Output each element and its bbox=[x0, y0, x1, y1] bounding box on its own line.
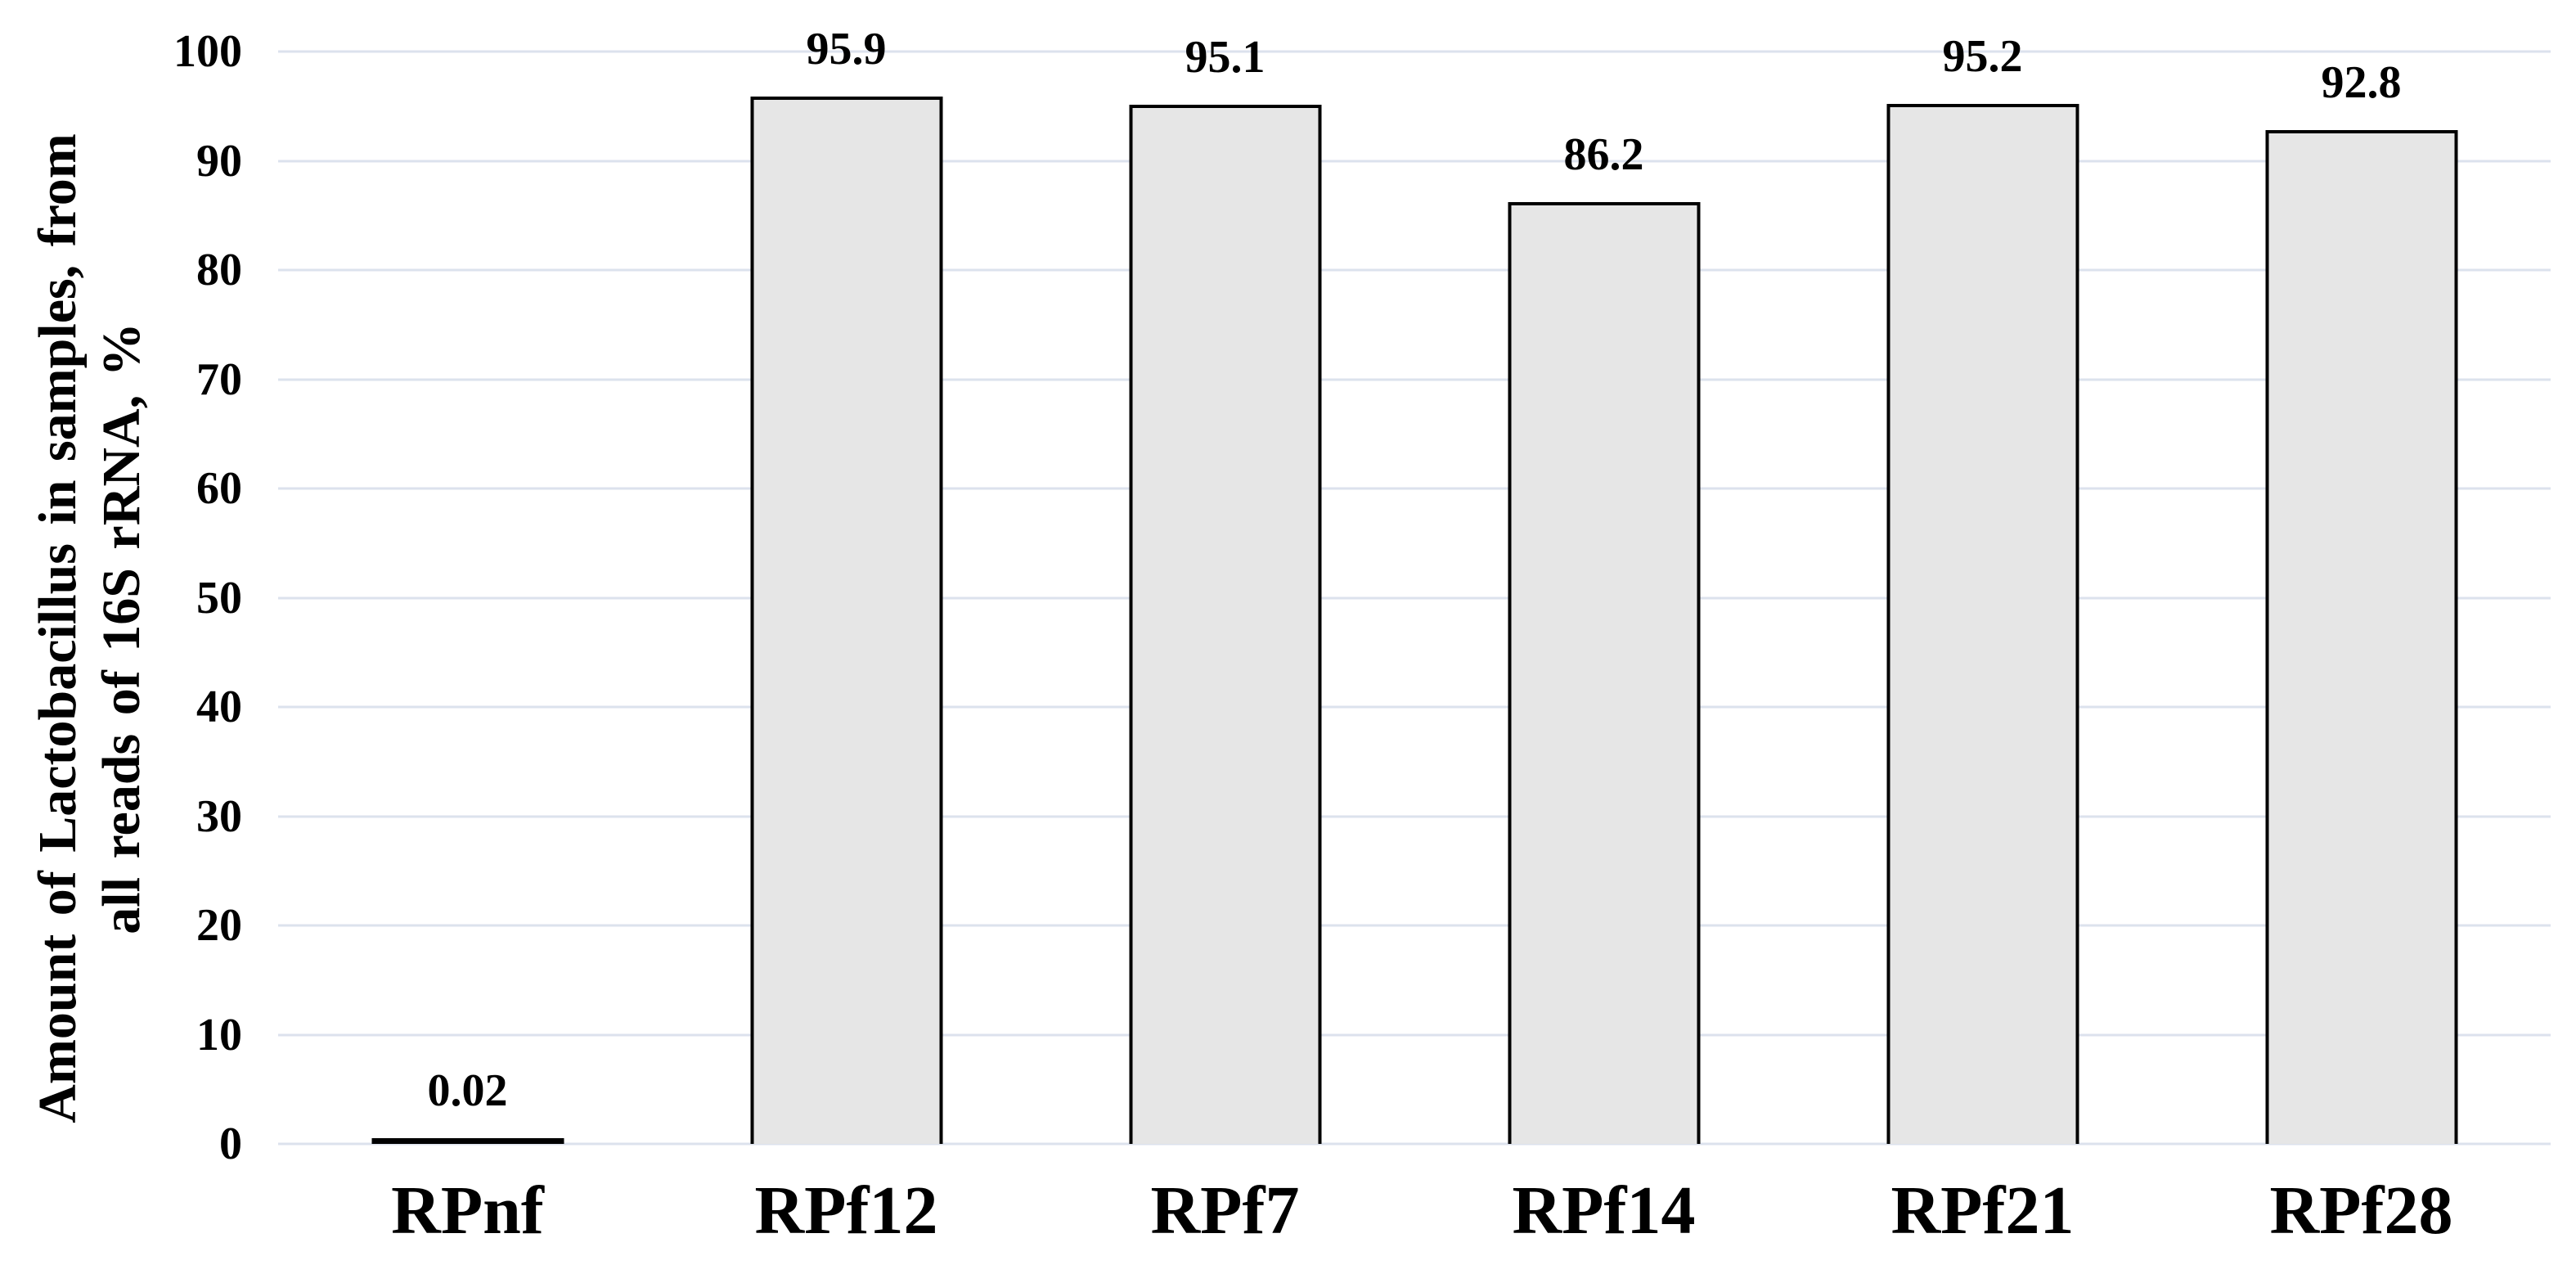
x-category-label: RPf21 bbox=[1890, 1173, 2075, 1249]
gridline bbox=[278, 596, 2551, 599]
x-category-label: RPnf bbox=[391, 1173, 544, 1249]
gridline bbox=[278, 160, 2551, 162]
bar-slot: 92.8 bbox=[2172, 52, 2551, 1144]
y-tick-label: 0 bbox=[219, 1119, 242, 1169]
y-tick-label: 50 bbox=[196, 572, 242, 623]
gridline bbox=[278, 268, 2551, 272]
bar-slot: 95.1 bbox=[1036, 33, 1414, 1144]
bar-slot: 86.2 bbox=[1414, 52, 1793, 1144]
bar-value-label: 0.02 bbox=[427, 1065, 508, 1116]
bar bbox=[750, 97, 942, 1144]
x-category-label: RPf7 bbox=[1150, 1173, 1300, 1249]
bar-slot: 95.9 bbox=[657, 25, 1036, 1144]
x-category-label: RPf12 bbox=[754, 1173, 938, 1249]
gridline bbox=[278, 1142, 2551, 1146]
bar bbox=[2265, 130, 2457, 1144]
gridline bbox=[278, 487, 2551, 490]
plot-area: 0.02 95.9 95.1 86.2 95.2 92.8 bbox=[278, 25, 2551, 1146]
x-category-label: RPf28 bbox=[2269, 1173, 2453, 1249]
y-tick-label: 60 bbox=[196, 463, 242, 514]
bar bbox=[1129, 105, 1321, 1144]
y-tick-label: 40 bbox=[196, 682, 242, 732]
y-tick-label: 30 bbox=[196, 790, 242, 842]
bar bbox=[1886, 104, 2079, 1144]
y-tick-label: 90 bbox=[196, 135, 242, 187]
y-axis-tick-labels: 100 90 80 70 60 50 40 30 20 10 0 bbox=[0, 29, 242, 1167]
gridline bbox=[278, 378, 2551, 380]
bar bbox=[1508, 202, 1700, 1144]
y-tick-label: 70 bbox=[196, 353, 242, 405]
y-tick-label: 80 bbox=[196, 245, 242, 295]
y-tick-label: 10 bbox=[196, 1009, 242, 1060]
gridline bbox=[278, 1033, 2551, 1036]
gridline bbox=[278, 705, 2551, 709]
bar-value-label: 95.1 bbox=[1185, 32, 1266, 83]
y-tick-label: 100 bbox=[173, 26, 242, 77]
bar-slot: 95.2 bbox=[1793, 32, 2172, 1144]
gridline bbox=[278, 50, 2551, 53]
bar-value-label: 95.2 bbox=[1942, 31, 2023, 82]
y-tick-label: 20 bbox=[196, 900, 242, 951]
bar-slot: 0.02 bbox=[278, 52, 657, 1144]
bar-value-label: 86.2 bbox=[1563, 129, 1644, 180]
bar-value-label: 95.9 bbox=[806, 24, 887, 74]
bar bbox=[371, 1138, 564, 1144]
gridline bbox=[278, 815, 2551, 817]
x-axis-category-labels: RPnf RPf12 RPf7 RPf14 RPf21 RPf28 bbox=[278, 1172, 2551, 1262]
x-category-label: RPf14 bbox=[1512, 1173, 1696, 1249]
gridline bbox=[278, 924, 2551, 927]
bar-value-label: 92.8 bbox=[2321, 57, 2402, 108]
